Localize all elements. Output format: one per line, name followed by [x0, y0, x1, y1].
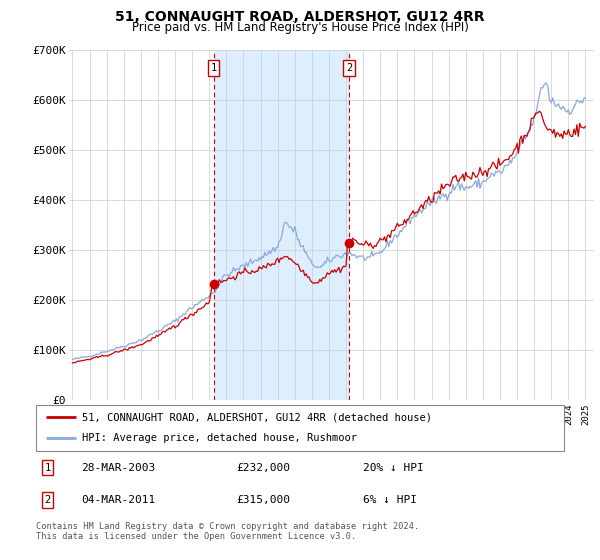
Text: Price paid vs. HM Land Registry's House Price Index (HPI): Price paid vs. HM Land Registry's House …: [131, 21, 469, 34]
Text: 04-MAR-2011: 04-MAR-2011: [81, 495, 155, 505]
Text: 51, CONNAUGHT ROAD, ALDERSHOT, GU12 4RR: 51, CONNAUGHT ROAD, ALDERSHOT, GU12 4RR: [115, 10, 485, 24]
Text: 1: 1: [211, 63, 217, 73]
FancyBboxPatch shape: [36, 405, 564, 451]
Text: Contains HM Land Registry data © Crown copyright and database right 2024.
This d: Contains HM Land Registry data © Crown c…: [36, 522, 419, 542]
Text: 28-MAR-2003: 28-MAR-2003: [81, 463, 155, 473]
Bar: [214, 50, 349, 400]
Text: 2: 2: [346, 63, 352, 73]
Text: £232,000: £232,000: [236, 463, 290, 473]
Text: HPI: Average price, detached house, Rushmoor: HPI: Average price, detached house, Rush…: [82, 433, 358, 444]
Text: 6% ↓ HPI: 6% ↓ HPI: [364, 495, 418, 505]
Text: 2: 2: [44, 495, 51, 505]
Text: 1: 1: [44, 463, 51, 473]
Text: £315,000: £315,000: [236, 495, 290, 505]
Text: 51, CONNAUGHT ROAD, ALDERSHOT, GU12 4RR (detached house): 51, CONNAUGHT ROAD, ALDERSHOT, GU12 4RR …: [82, 412, 433, 422]
Text: 20% ↓ HPI: 20% ↓ HPI: [364, 463, 424, 473]
